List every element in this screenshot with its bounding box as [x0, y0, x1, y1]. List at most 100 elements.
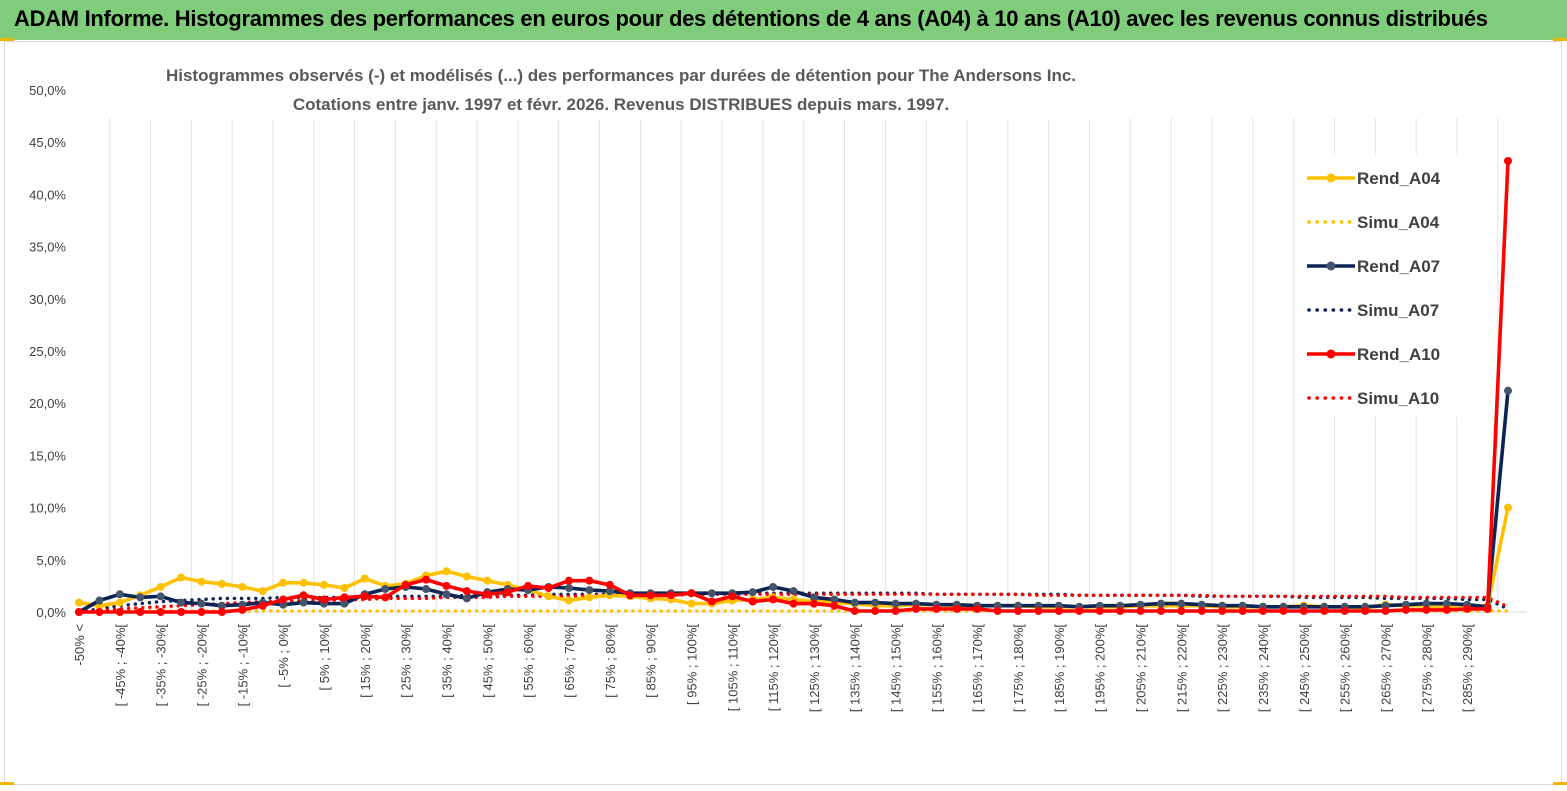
data-point-rend-a10: [973, 604, 982, 613]
data-point-rend-a04: [238, 582, 247, 591]
x-tick-label: [ 185% ; 190%[: [1052, 624, 1067, 713]
data-point-rend-a10: [1381, 606, 1390, 615]
data-point-rend-a07: [156, 592, 165, 601]
data-point-rend-a04: [360, 574, 369, 583]
legend-label-simu-a10: Simu_A10: [1357, 389, 1439, 408]
data-point-rend-a07: [136, 593, 145, 602]
data-point-rend-a10: [1259, 606, 1268, 615]
data-point-rend-a10: [809, 599, 818, 608]
legend-label-simu-a07: Simu_A07: [1357, 301, 1439, 320]
legend-marker-rend-a04: [1326, 173, 1336, 183]
data-point-rend-a10: [891, 606, 900, 615]
x-tick-label: [ -45% ; -40%[: [113, 624, 128, 707]
legend-marker-rend-a10: [1326, 349, 1336, 359]
x-tick-label: [ 115% ; 120%[: [766, 624, 781, 712]
chart-title-background: [146, 60, 1096, 120]
data-point-rend-a07: [1504, 386, 1512, 395]
y-tick-label: 50,0%: [29, 83, 66, 98]
data-point-rend-a04: [258, 587, 267, 596]
data-point-rend-a07: [95, 596, 104, 605]
data-point-rend-a10: [789, 599, 798, 608]
data-point-rend-a10: [238, 605, 247, 614]
x-tick-label: [ -5% ; 0%[: [276, 624, 291, 688]
data-point-rend-a07: [1156, 599, 1165, 608]
data-point-rend-a07: [1442, 599, 1451, 608]
x-tick-label: -50% <: [72, 624, 87, 666]
x-tick-label: [ -35% ; -30%[: [154, 624, 169, 707]
legend: Rend_A04 Simu_A04 Rend_A07 Simu_A07 Rend_A10…: [1307, 169, 1441, 408]
data-point-rend-a10: [1156, 606, 1165, 615]
data-point-rend-a10: [993, 606, 1002, 615]
data-point-rend-a07: [422, 585, 431, 594]
chart-title-line2: Cotations entre janv. 1997 et févr. 2026…: [293, 95, 949, 114]
data-point-rend-a10: [667, 591, 676, 600]
data-point-rend-a10: [422, 575, 431, 584]
data-point-rend-a04: [75, 598, 83, 607]
data-point-rend-a10: [279, 595, 288, 604]
data-point-rend-a10: [1401, 605, 1410, 614]
data-point-rend-a07: [830, 595, 839, 604]
data-point-rend-a07: [871, 598, 880, 607]
data-point-rend-a10: [1054, 606, 1063, 615]
data-point-rend-a07: [115, 590, 124, 599]
data-point-rend-a10: [932, 604, 941, 613]
data-point-rend-a10: [769, 595, 778, 604]
data-point-rend-a07: [707, 589, 716, 598]
x-tick-label: [ 15% ; 20%[: [358, 624, 373, 698]
data-point-rend-a10: [95, 608, 104, 616]
data-point-rend-a10: [911, 604, 920, 613]
y-tick-label: 35,0%: [29, 240, 66, 255]
page-title: ADAM Informe. Histogrammes des performan…: [14, 6, 1488, 31]
y-tick-label: 30,0%: [29, 292, 66, 307]
data-point-rend-a10: [1340, 606, 1349, 615]
data-point-rend-a07: [177, 598, 186, 607]
data-point-rend-a07: [850, 598, 859, 607]
frame-corner-top-left: [0, 38, 14, 41]
data-point-rend-a10: [1034, 606, 1043, 615]
y-tick-label: 0,0%: [36, 605, 66, 620]
data-point-rend-a10: [748, 597, 757, 606]
x-axis: -50% < [ -45% ; -40%[ [ -35% ; -30%[ [ -25%…: [72, 624, 1475, 713]
data-point-rend-a04: [197, 577, 206, 586]
x-tick-label: [ 285% ; 290%[: [1460, 624, 1475, 713]
data-point-rend-a04: [279, 578, 288, 587]
x-tick-label: [ 105% ; 110%[: [725, 624, 740, 712]
data-point-rend-a10: [626, 591, 635, 600]
chart-title-line1: Histogrammes observés (-) et modélisés (…: [166, 66, 1076, 85]
header-bar: ADAM Informe. Histogrammes des performan…: [0, 0, 1567, 40]
data-point-rend-a10: [1299, 606, 1308, 615]
data-point-rend-a10: [1095, 606, 1104, 615]
x-tick-label: [ 145% ; 150%[: [889, 624, 904, 713]
data-point-rend-a10: [1361, 606, 1370, 615]
x-tick-label: [ 195% ; 200%[: [1093, 624, 1108, 713]
x-tick-label: [ 35% ; 40%[: [439, 624, 454, 698]
data-point-rend-a10: [544, 583, 553, 592]
data-point-rend-a07: [789, 587, 798, 596]
data-point-rend-a10: [75, 608, 83, 616]
x-tick-label: [ 245% ; 250%[: [1297, 624, 1312, 713]
data-point-rend-a10: [707, 597, 716, 606]
y-tick-label: 25,0%: [29, 344, 66, 359]
x-tick-label: [ -25% ; -20%[: [194, 624, 209, 707]
data-point-rend-a07: [381, 585, 390, 594]
data-point-rend-a07: [769, 582, 778, 591]
data-point-rend-a07: [605, 587, 614, 596]
data-point-rend-a10: [177, 608, 186, 616]
x-tick-label: [ 5% ; 10%[: [317, 624, 332, 691]
data-point-rend-a07: [299, 598, 308, 607]
legend-label-rend-a04: Rend_A04: [1357, 169, 1441, 188]
data-point-rend-a04: [340, 583, 349, 592]
series-lines: [75, 156, 1512, 616]
data-point-rend-a07: [1177, 599, 1186, 608]
data-point-rend-a10: [299, 591, 308, 600]
data-point-rend-a10: [564, 576, 573, 585]
y-tick-label: 15,0%: [29, 448, 66, 463]
data-point-rend-a10: [1422, 605, 1431, 614]
frame-corner-bottom-left: [0, 782, 14, 785]
y-tick-label: 45,0%: [29, 135, 66, 150]
data-point-rend-a10: [1463, 604, 1472, 613]
x-tick-label: [ 215% ; 220%[: [1174, 624, 1189, 713]
data-point-rend-a10: [401, 580, 410, 589]
data-point-rend-a04: [156, 582, 165, 591]
data-point-rend-a10: [197, 608, 206, 616]
